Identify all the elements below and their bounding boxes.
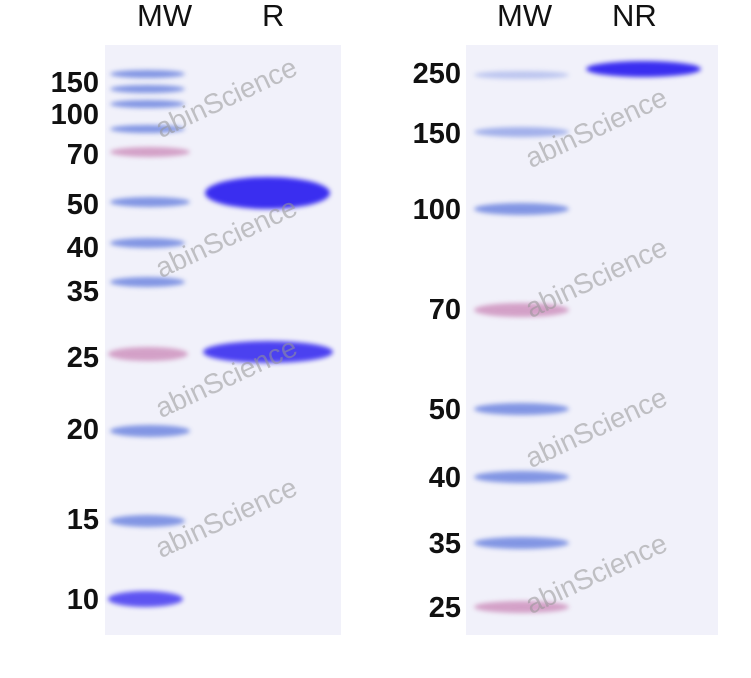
lane-header-r: R <box>262 0 285 33</box>
marker-band-25 <box>108 347 188 361</box>
marker-band-25 <box>474 601 569 613</box>
lane-header-nr: NR <box>612 0 657 33</box>
sample-band-heavy-chain <box>205 177 330 209</box>
mw-label: 35 <box>428 528 461 560</box>
mw-label: 50 <box>428 394 461 426</box>
marker-band-250 <box>474 71 569 79</box>
marker-band-15 <box>110 515 185 527</box>
marker-band-10 <box>108 591 183 607</box>
mw-label: 100 <box>412 194 461 226</box>
sample-band-light-chain <box>203 341 333 363</box>
marker-band-20 <box>110 425 190 437</box>
mw-label: 15 <box>66 504 99 536</box>
marker-band-85 <box>110 125 185 133</box>
sample-band-nonreduced <box>586 61 701 77</box>
lane-header-mw-right: MW <box>497 0 553 33</box>
marker-band-120 <box>110 85 185 93</box>
mw-label: 100 <box>50 99 99 131</box>
marker-band-150 <box>474 127 569 137</box>
mw-label: 10 <box>66 584 99 616</box>
mw-label: 20 <box>66 414 99 446</box>
marker-band-70 <box>110 147 190 157</box>
marker-band-50 <box>474 403 569 415</box>
marker-band-40 <box>110 238 185 248</box>
mw-label: 150 <box>412 118 461 150</box>
mw-label: 40 <box>428 462 461 494</box>
marker-band-40 <box>474 471 569 483</box>
marker-band-50 <box>110 197 190 207</box>
mw-label: 35 <box>66 276 99 308</box>
mw-label: 70 <box>66 139 99 171</box>
gel-left <box>105 45 341 635</box>
mw-label: 250 <box>412 58 461 90</box>
marker-band-70 <box>474 303 569 317</box>
mw-label: 50 <box>66 189 99 221</box>
gel-right <box>466 45 718 635</box>
mw-label: 25 <box>66 342 99 374</box>
mw-label: 25 <box>428 592 461 624</box>
mw-label: 150 <box>50 67 99 99</box>
lane-header-mw-left: MW <box>137 0 193 33</box>
mw-label: 40 <box>66 232 99 264</box>
marker-band-150 <box>110 70 185 78</box>
marker-band-100 <box>110 100 185 108</box>
mw-label: 70 <box>428 294 461 326</box>
marker-band-35 <box>474 537 569 549</box>
marker-band-100 <box>474 203 569 215</box>
marker-band-35 <box>110 277 185 287</box>
